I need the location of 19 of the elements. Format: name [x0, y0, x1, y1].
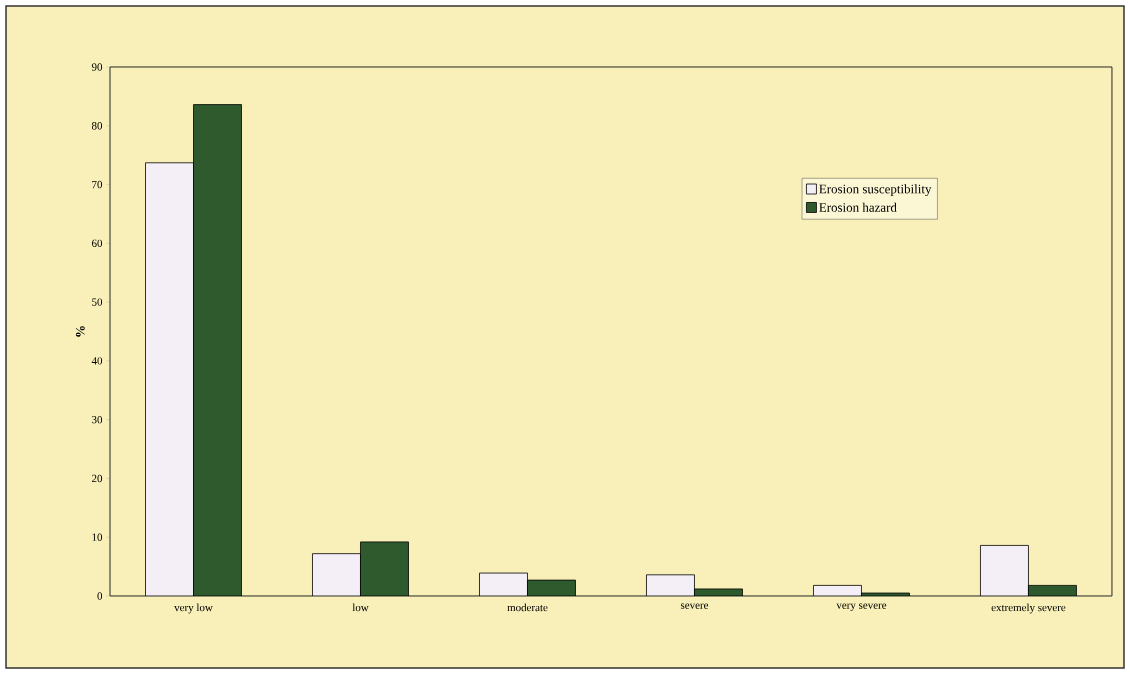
y-tick-label: 0	[97, 592, 103, 600]
y-tick-label: 20	[92, 474, 103, 483]
x-tick-label: very severe	[836, 603, 887, 612]
y-axis-title: %	[75, 326, 85, 337]
x-tick-label: extremely severe	[991, 603, 1066, 614]
y-tick-label: 70	[92, 180, 103, 189]
y-tick-label: 60	[92, 239, 103, 248]
x-tick-label: severe	[680, 603, 709, 609]
legend-label: Erosion susceptibility	[819, 184, 932, 197]
y-tick-label: 10	[92, 533, 103, 541]
y-tick-label: 90	[91, 63, 103, 71]
x-tick-label: moderate	[507, 603, 548, 612]
y-tick-label: 50	[92, 298, 103, 306]
y-tick-label: 40	[91, 357, 103, 365]
y-tick-label: 80	[91, 122, 103, 130]
x-tick-label: low	[352, 603, 369, 612]
y-tick-label: 30	[92, 415, 103, 424]
legend-label: Erosion hazard	[819, 202, 897, 212]
x-tick-label: very low	[174, 603, 213, 614]
